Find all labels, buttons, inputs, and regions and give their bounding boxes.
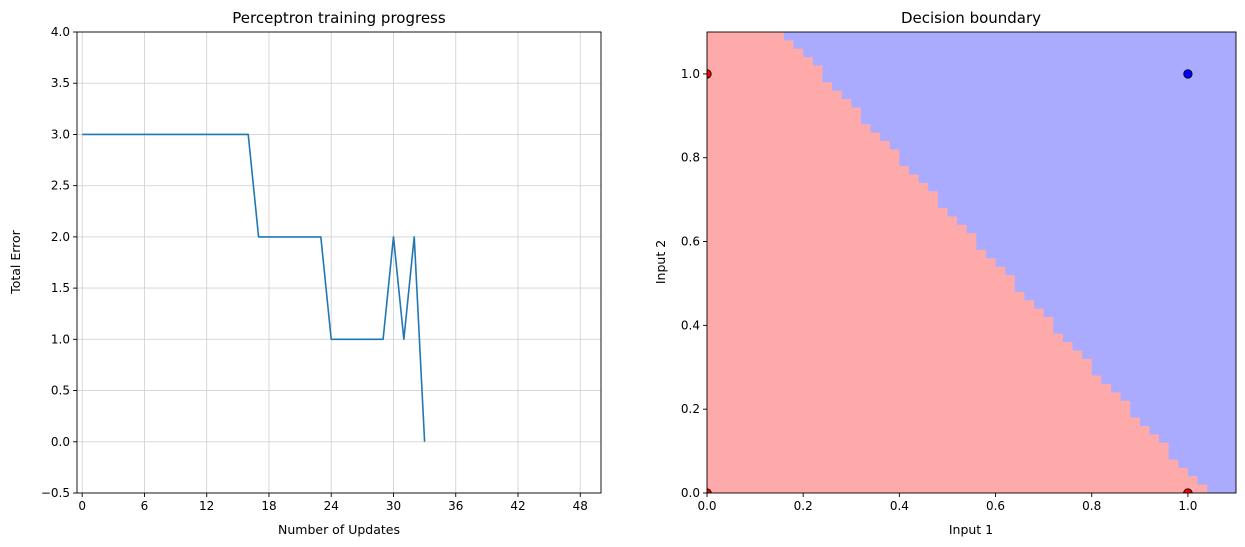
left-x-tick-label: 18: [261, 499, 276, 513]
left-x-tick-label: 24: [324, 499, 339, 513]
right-x-tick-label: 1.0: [1178, 499, 1197, 513]
right-x-tick-label: 0.2: [794, 499, 813, 513]
class-1-region: [783, 32, 1236, 493]
data-point: [1183, 69, 1193, 79]
right-chart-title: Decision boundary: [901, 9, 1041, 27]
left-x-tick-label: 30: [386, 499, 401, 513]
training-progress-chart: 0 6 12 18 24 30 36 42 48 −0.5 0.0 0.5 1.0 1.5 2.0 2.5 3.…: [8, 9, 602, 537]
decision-regions: [707, 32, 1236, 493]
left-chart-title: Perceptron training progress: [232, 9, 446, 27]
left-plot-frame: [76, 31, 602, 494]
right-y-tick-label: 0.0: [681, 486, 700, 500]
right-y-tick-label: 0.4: [681, 318, 700, 332]
right-x-tick-label: 0.6: [986, 499, 1005, 513]
left-x-axis-label: Number of Updates: [278, 522, 400, 537]
right-ticks: 0.0 0.2 0.4 0.6 0.8 1.0 0.0 0.2 0.4 0.6 0.8 1.0: [681, 67, 1198, 513]
right-x-tick-label: 0.0: [697, 499, 716, 513]
left-y-axis-label: Total Error: [8, 229, 23, 294]
left-y-tick-label: 0.5: [51, 384, 70, 398]
left-y-tick-label: 3.5: [51, 76, 70, 90]
right-y-axis-label: Input 2: [653, 240, 668, 284]
left-grid: [77, 31, 601, 494]
data-point: [707, 69, 712, 79]
left-y-tick-label: 1.5: [51, 281, 70, 295]
right-y-tick-label: 0.2: [681, 402, 700, 416]
left-x-tick-label: 12: [199, 499, 214, 513]
left-y-tick-label: 1.0: [51, 332, 70, 346]
left-x-tick-label: 48: [573, 499, 588, 513]
left-line-layer: [82, 133, 426, 442]
left-x-tick-label: 42: [510, 499, 525, 513]
decision-boundary-chart: 0.0 0.2 0.4 0.6 0.8 1.0 0.0 0.2 0.4 0.6 0.8 1.0 Dec…: [653, 9, 1237, 537]
right-x-axis-label: Input 1: [949, 522, 993, 537]
left-y-tick-label: −0.5: [41, 486, 70, 500]
left-x-tick-label: 6: [141, 499, 149, 513]
left-y-tick-label: 4.0: [51, 25, 70, 39]
left-x-tick-label: 36: [448, 499, 463, 513]
right-x-tick-label: 0.4: [890, 499, 909, 513]
right-y-tick-label: 0.8: [681, 151, 700, 165]
left-y-tick-label: 2.0: [51, 230, 70, 244]
left-x-tick-label: 0: [78, 499, 86, 513]
error-series-line: [82, 133, 426, 442]
left-ticks: 0 6 12 18 24 30 36 42 48 −0.5 0.0 0.5 1.0 1.5 2.0 2.5 3.…: [41, 25, 588, 513]
left-y-tick-label: 0.0: [51, 435, 70, 449]
right-plot-frame: [706, 31, 1237, 494]
right-y-tick-label: 1.0: [681, 67, 700, 81]
right-y-tick-label: 0.6: [681, 235, 700, 249]
left-y-tick-label: 2.5: [51, 179, 70, 193]
left-y-tick-label: 3.0: [51, 127, 70, 141]
right-x-tick-label: 0.8: [1082, 499, 1101, 513]
